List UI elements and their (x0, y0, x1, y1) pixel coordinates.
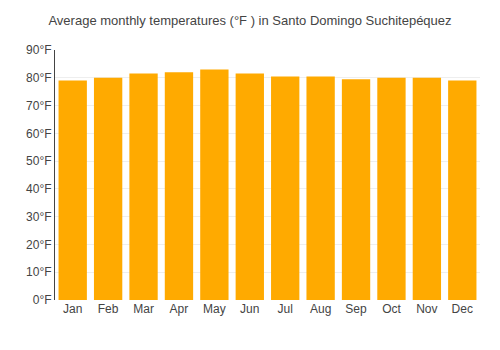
svg-text:Sep: Sep (345, 302, 367, 316)
svg-text:Dec: Dec (452, 302, 473, 316)
svg-text:Nov: Nov (416, 302, 437, 316)
svg-text:Aug: Aug (310, 302, 331, 316)
svg-text:40°F: 40°F (26, 182, 51, 196)
svg-text:Jan: Jan (63, 302, 82, 316)
svg-text:May: May (203, 302, 226, 316)
svg-text:70°F: 70°F (26, 99, 51, 113)
svg-text:Apr: Apr (170, 302, 189, 316)
svg-text:Average monthly temperatures (: Average monthly temperatures (°F ) in Sa… (48, 13, 451, 28)
svg-text:Mar: Mar (133, 302, 154, 316)
svg-text:Jul: Jul (278, 302, 293, 316)
svg-text:0°F: 0°F (33, 293, 52, 307)
svg-text:80°F: 80°F (26, 71, 51, 85)
svg-text:60°F: 60°F (26, 127, 51, 141)
svg-text:Feb: Feb (98, 302, 119, 316)
svg-text:Jun: Jun (240, 302, 259, 316)
svg-text:Oct: Oct (382, 302, 401, 316)
svg-text:30°F: 30°F (26, 210, 51, 224)
svg-text:20°F: 20°F (26, 238, 51, 252)
svg-text:50°F: 50°F (26, 154, 51, 168)
svg-text:10°F: 10°F (26, 265, 51, 279)
svg-text:90°F: 90°F (26, 43, 51, 57)
